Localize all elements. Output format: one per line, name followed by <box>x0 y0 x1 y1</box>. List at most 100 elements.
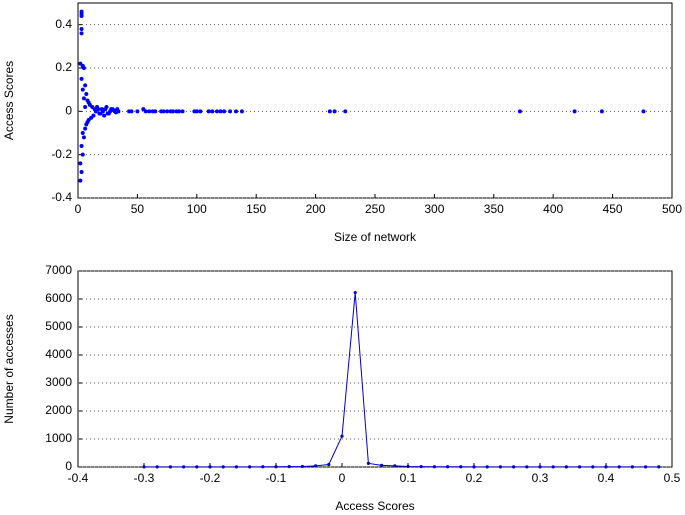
x-tick-label: 0.1 <box>400 471 417 485</box>
x-tick-label: 300 <box>424 202 444 216</box>
marker <box>300 464 304 469</box>
point <box>147 109 152 114</box>
point <box>165 109 170 114</box>
marker <box>353 290 357 295</box>
x-axis-label: Size of network <box>334 230 417 244</box>
marker <box>591 465 595 469</box>
point <box>81 96 86 101</box>
marker <box>446 465 450 469</box>
point <box>129 109 134 114</box>
marker <box>485 465 489 469</box>
point <box>79 27 84 31</box>
marker <box>155 465 159 469</box>
x-tick-label: 0 <box>339 471 346 485</box>
y-axis-label: Access Scores <box>2 61 16 140</box>
point <box>161 109 166 114</box>
x-tick-label: -0.3 <box>134 471 155 485</box>
plot-frame <box>77 270 673 468</box>
marker <box>498 465 502 469</box>
x-tick-label: -0.4 <box>68 471 89 485</box>
point <box>214 109 219 114</box>
marker <box>551 465 555 469</box>
x-tick-label: 450 <box>603 202 623 216</box>
marker <box>208 465 212 469</box>
point <box>83 126 88 131</box>
y-axis-label: Number of accesses <box>2 314 16 423</box>
marker <box>617 465 621 469</box>
point <box>222 109 227 114</box>
point <box>206 109 211 114</box>
marker <box>234 465 238 469</box>
point <box>641 109 646 114</box>
point <box>135 109 140 114</box>
marker <box>630 465 635 469</box>
point <box>78 178 83 183</box>
point <box>153 109 158 114</box>
marker <box>564 465 569 469</box>
marker <box>419 464 423 469</box>
y-tick-label: -0.4 <box>51 190 72 204</box>
point <box>79 31 84 36</box>
y-tick-label: 5000 <box>45 319 72 333</box>
marker <box>538 465 542 469</box>
point <box>210 109 215 114</box>
point <box>572 109 577 114</box>
point <box>81 135 86 140</box>
point <box>218 109 223 114</box>
marker <box>195 465 199 469</box>
marker <box>340 434 344 438</box>
y-tick-label: 6000 <box>45 291 72 305</box>
marker <box>459 465 463 469</box>
point <box>194 109 199 114</box>
y-tick-label: 0.2 <box>55 60 72 74</box>
x-tick-label: 400 <box>543 202 563 216</box>
point <box>96 107 101 112</box>
point <box>599 109 604 114</box>
x-tick-label: 500 <box>662 202 682 216</box>
point <box>79 76 84 81</box>
point <box>234 109 239 114</box>
point <box>84 92 89 96</box>
marker <box>393 464 397 468</box>
marker <box>406 464 410 469</box>
marker <box>380 463 384 467</box>
marker <box>657 465 661 469</box>
x-tick-label: 0 <box>75 202 82 216</box>
point <box>83 105 88 109</box>
marker <box>261 465 265 469</box>
point <box>143 109 148 114</box>
x-tick-label: 350 <box>484 202 504 216</box>
point <box>228 109 233 114</box>
marker <box>366 461 370 465</box>
point <box>80 152 85 157</box>
point <box>180 109 185 114</box>
point <box>91 113 96 118</box>
point <box>171 109 176 114</box>
marker <box>327 462 331 467</box>
x-tick-label: 150 <box>246 202 266 216</box>
x-axis-label: Access Scores <box>335 499 414 513</box>
x-tick-label: 0.5 <box>664 471 681 485</box>
point <box>343 109 348 114</box>
marker <box>432 465 436 469</box>
y-tick-label: 2000 <box>45 403 72 417</box>
point <box>103 107 108 112</box>
marker <box>314 464 318 468</box>
y-tick-label: -0.2 <box>51 147 72 161</box>
marker <box>182 465 186 469</box>
marker <box>142 465 146 469</box>
point <box>80 87 85 92</box>
marker <box>168 465 172 469</box>
point <box>81 66 86 70</box>
marker <box>248 465 252 469</box>
x-tick-label: 0.4 <box>598 471 615 485</box>
point <box>517 109 522 114</box>
point <box>332 109 337 114</box>
point <box>79 14 84 18</box>
marker <box>472 465 476 469</box>
marker <box>644 465 648 469</box>
marker <box>578 465 582 469</box>
x-tick-label: 0.2 <box>466 471 483 485</box>
marker <box>525 465 529 469</box>
